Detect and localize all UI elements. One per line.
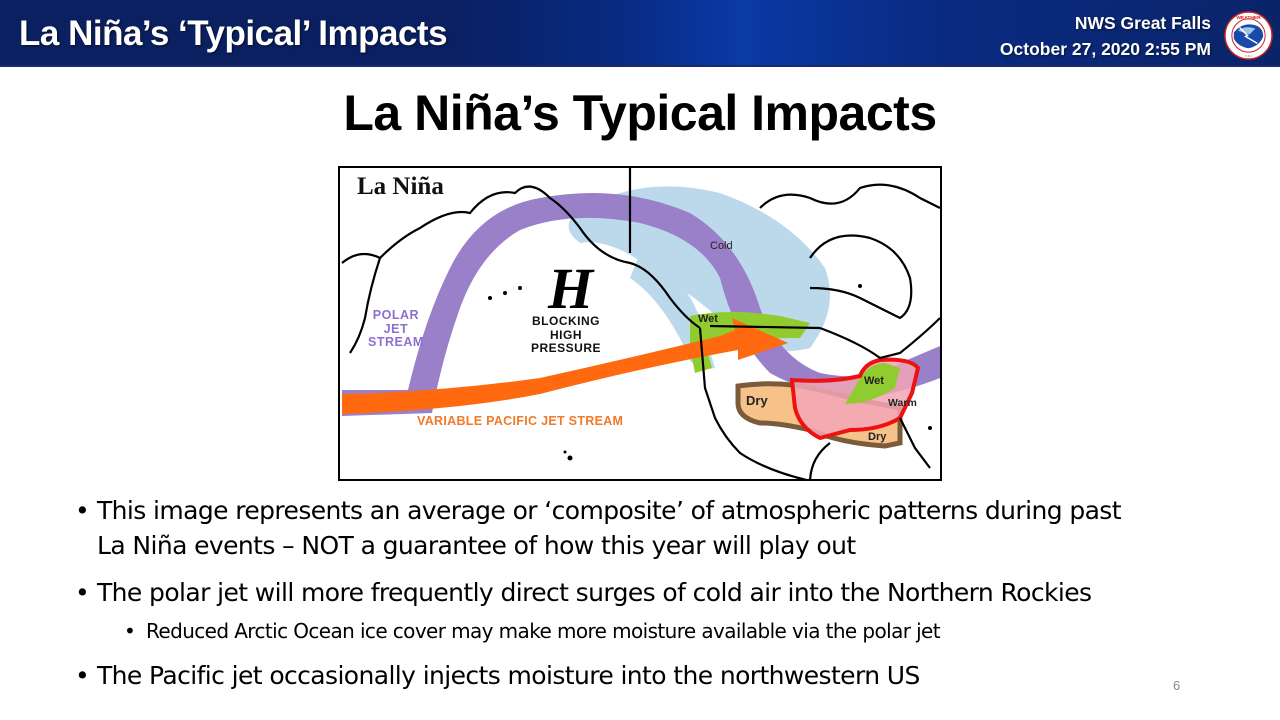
office-name: NWS Great Falls bbox=[1074, 13, 1211, 33]
warm-outline bbox=[789, 357, 921, 441]
bullet-text-cont: La Niña events – NOT a guarantee of how … bbox=[97, 531, 856, 560]
bullet-text: The polar jet will more frequently direc… bbox=[97, 578, 1092, 607]
cold-label: Cold bbox=[710, 240, 733, 252]
wet-region-ov bbox=[845, 363, 900, 404]
sub-bullet-item: • Reduced Arctic Ocean ice cover may mak… bbox=[124, 617, 941, 645]
bullet-dot-icon: • bbox=[75, 578, 90, 607]
wet-nw-label: Wet bbox=[698, 313, 718, 325]
bullet-dot-icon: • bbox=[124, 619, 136, 643]
datetime: October 27, 2020 2:55 PM bbox=[999, 39, 1211, 59]
polar-jet-label: POLAR JET STREAM bbox=[368, 308, 424, 349]
bullet-item: • This image represents an average or ‘c… bbox=[75, 493, 1207, 563]
svg-text:• • •: • • • bbox=[1245, 53, 1252, 58]
blocking-high-label: BLOCKING HIGH PRESSURE bbox=[531, 314, 602, 355]
bullet-text: Reduced Arctic Ocean ice cover may make … bbox=[146, 619, 941, 643]
dry-se-label: Dry bbox=[868, 431, 887, 443]
pacific-jet-stream bbox=[342, 318, 788, 414]
svg-text:WEATHER: WEATHER bbox=[1236, 15, 1261, 21]
coastlines bbox=[341, 168, 940, 479]
high-pressure-symbol: H bbox=[547, 256, 595, 321]
map-graphic: H bbox=[341, 168, 940, 479]
header-bar: La Niña’s ‘Typical’ Impacts NWS Great Fa… bbox=[0, 0, 1280, 67]
wet-ov-label: Wet bbox=[864, 375, 884, 387]
bullet-dot-icon: • bbox=[75, 661, 90, 690]
page-number: 6 bbox=[1173, 678, 1181, 693]
polar-jet-stream bbox=[342, 193, 940, 416]
header-meta: NWS Great Falls October 27, 2020 2:55 PM bbox=[1000, 10, 1211, 62]
bullet-item: • The Pacific jet occasionally injects m… bbox=[75, 658, 920, 693]
cold-region bbox=[568, 186, 830, 352]
bullet-dot-icon: • bbox=[75, 496, 90, 525]
warm-label: Warm bbox=[888, 397, 917, 409]
map-title: La Niña bbox=[357, 173, 444, 200]
bullet-item: • The polar jet will more frequently dir… bbox=[75, 575, 1092, 610]
nws-logo-icon: WEATHER • • • bbox=[1224, 11, 1273, 60]
header-title: La Niña’s ‘Typical’ Impacts bbox=[19, 14, 448, 53]
pacific-jet-label: VARIABLE PACIFIC JET STREAM bbox=[417, 414, 624, 428]
la-nina-map: H La Niña POLAR JET STREAM BLOCKING HIGH… bbox=[338, 166, 942, 481]
slide-title: La Niña’s Typical Impacts bbox=[343, 85, 937, 141]
bullet-text: This image represents an average or ‘com… bbox=[97, 496, 1122, 525]
bullet-text: The Pacific jet occasionally injects moi… bbox=[97, 661, 920, 690]
dry-sw-label: Dry bbox=[746, 393, 768, 408]
